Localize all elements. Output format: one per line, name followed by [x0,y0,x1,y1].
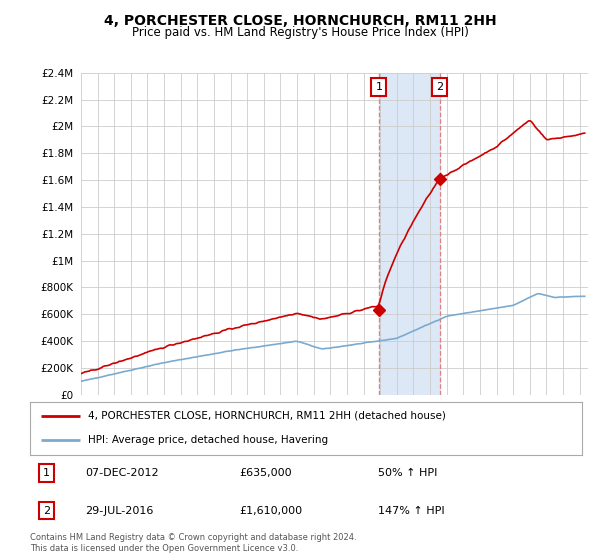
Text: 4, PORCHESTER CLOSE, HORNCHURCH, RM11 2HH: 4, PORCHESTER CLOSE, HORNCHURCH, RM11 2H… [104,14,496,28]
Text: 2: 2 [43,506,50,516]
Text: £635,000: £635,000 [240,468,292,478]
Text: Contains HM Land Registry data © Crown copyright and database right 2024.
This d: Contains HM Land Registry data © Crown c… [30,533,356,553]
Text: £1,610,000: £1,610,000 [240,506,303,516]
Text: 07-DEC-2012: 07-DEC-2012 [85,468,159,478]
Text: 1: 1 [376,82,382,92]
Text: 1: 1 [43,468,50,478]
Text: 4, PORCHESTER CLOSE, HORNCHURCH, RM11 2HH (detached house): 4, PORCHESTER CLOSE, HORNCHURCH, RM11 2H… [88,411,446,421]
Text: 2: 2 [436,82,443,92]
Text: 50% ↑ HPI: 50% ↑ HPI [378,468,437,478]
Text: 29-JUL-2016: 29-JUL-2016 [85,506,154,516]
Text: 147% ↑ HPI: 147% ↑ HPI [378,506,445,516]
Bar [379,73,440,395]
Text: Price paid vs. HM Land Registry's House Price Index (HPI): Price paid vs. HM Land Registry's House … [131,26,469,39]
Text: HPI: Average price, detached house, Havering: HPI: Average price, detached house, Have… [88,435,328,445]
